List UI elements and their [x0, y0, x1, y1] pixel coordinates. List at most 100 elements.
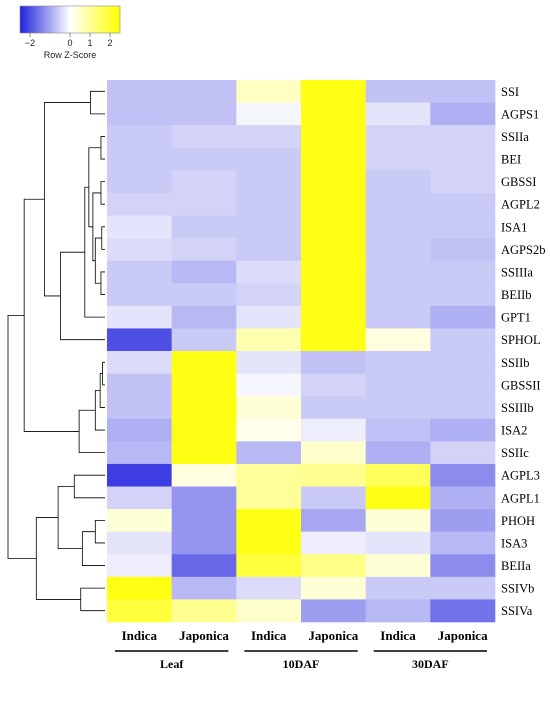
heatmap-cell: [236, 283, 302, 307]
heatmap-cell: [430, 238, 496, 261]
heatmap-cell: [236, 531, 302, 555]
dendrogram-branch: [80, 587, 105, 612]
heatmap-cell: [171, 328, 237, 352]
heatmap-cell: [430, 441, 496, 465]
heatmap-cell: [236, 576, 302, 600]
dendrogram-branch: [60, 251, 105, 341]
heatmap-cell: [365, 147, 431, 171]
heatmap-cell: [107, 599, 172, 623]
heatmap-cell: [171, 147, 237, 171]
heatmap-cell: [365, 102, 431, 126]
dendrogram-branch: [92, 192, 101, 262]
heatmap-cell: [301, 554, 366, 578]
heatmap-cell: [107, 192, 172, 216]
heatmap-cell: [430, 125, 496, 149]
heatmap-cell: [236, 192, 302, 216]
row-label: BEIIb: [501, 288, 532, 302]
heatmap-cell: [301, 170, 366, 194]
heatmap-cell: [301, 486, 366, 510]
heatmap-cell: [107, 373, 172, 397]
heatmap-cell: [236, 328, 302, 352]
heatmap-cell: [365, 260, 431, 284]
row-label: AGPL3: [501, 469, 540, 483]
heatmap-cell: [365, 373, 431, 397]
dendrogram-branch: [73, 474, 105, 499]
heatmap-cell: [107, 215, 172, 239]
heatmap-cell: [236, 418, 302, 442]
row-label: SSIVa: [501, 604, 533, 618]
heatmap-cell: [430, 260, 496, 284]
row-label: AGPS2b: [501, 243, 545, 257]
heatmap-cell: [365, 396, 431, 420]
heatmap-cell: [107, 305, 172, 329]
heatmap-cell: [430, 576, 496, 600]
heatmap-cell: [365, 170, 431, 194]
heatmap-cell: [236, 80, 302, 103]
row-label: SSIIb: [501, 356, 529, 370]
dendrogram-branch: [94, 519, 105, 544]
heatmap-cell: [430, 283, 496, 307]
heatmap-cell: [430, 351, 496, 374]
heatmap-cell: [301, 147, 366, 171]
heatmap-cell: [107, 509, 172, 532]
heatmap-cell: [171, 509, 237, 532]
row-label: AGPS1: [501, 107, 539, 121]
row-label: ISA2: [501, 424, 527, 438]
heatmap-cell: [430, 396, 496, 420]
dendrogram-branch: [43, 102, 91, 297]
heatmap-cell: [107, 102, 172, 126]
heatmap-cell: [301, 192, 366, 216]
heatmap-cell: [365, 554, 431, 578]
row-label: SSIIIb: [501, 401, 534, 415]
heatmap-cell: [236, 260, 302, 284]
heatmap-cell: [236, 305, 302, 329]
heatmap-cell: [365, 328, 431, 352]
row-label: PHOH: [501, 514, 535, 528]
heatmap-cell: [107, 351, 172, 374]
heatmap-cell: [236, 599, 302, 623]
dendrogram-branch: [23, 198, 80, 432]
heatmap-cell: [171, 576, 237, 600]
row-label: ISA1: [501, 220, 527, 234]
heatmap-cell: [107, 531, 172, 555]
heatmap-cell: [430, 373, 496, 397]
heatmap-cell: [236, 238, 302, 261]
heatmap-cell: [236, 509, 302, 532]
dendrogram-branch: [90, 90, 105, 115]
row-label: SSIVb: [501, 582, 534, 596]
heatmap-cell: [236, 125, 302, 149]
heatmap-cell: [107, 283, 172, 307]
heatmap-cell: [236, 373, 302, 397]
row-label: SSIIc: [501, 446, 529, 460]
dendrogram-branch: [81, 531, 105, 566]
heatmap-cell: [365, 486, 431, 510]
row-label: SSIIa: [501, 130, 529, 144]
dendrogram-branch: [100, 271, 105, 295]
heatmap-cell: [107, 576, 172, 600]
heatmap-cell: [365, 576, 431, 600]
dendrogram-branch: [100, 136, 105, 160]
dendrogram-branch: [35, 517, 81, 600]
row-label: SSI: [501, 85, 519, 99]
key-tick-label: 1: [87, 38, 92, 48]
row-label: BEI: [501, 153, 521, 167]
column-label: Indica: [251, 628, 287, 643]
heatmap-cell: [171, 102, 237, 126]
heatmap-cell: [430, 554, 496, 578]
heatmap-cell: [365, 192, 431, 216]
heatmap-cell: [236, 396, 302, 420]
heatmap-cell: [365, 125, 431, 149]
heatmap-cell: [171, 215, 237, 239]
heatmap-cell: [301, 102, 366, 126]
heatmap-cell: [430, 418, 496, 442]
row-label: AGPL1: [501, 491, 540, 505]
heatmap-cell: [107, 80, 172, 103]
heatmap-cell: [107, 170, 172, 194]
heatmap-cell: [171, 260, 237, 284]
heatmap-cell: [107, 147, 172, 171]
heatmap-cell: [171, 599, 237, 623]
heatmap-cell: [301, 418, 366, 442]
heatmap-cell: [430, 215, 496, 239]
